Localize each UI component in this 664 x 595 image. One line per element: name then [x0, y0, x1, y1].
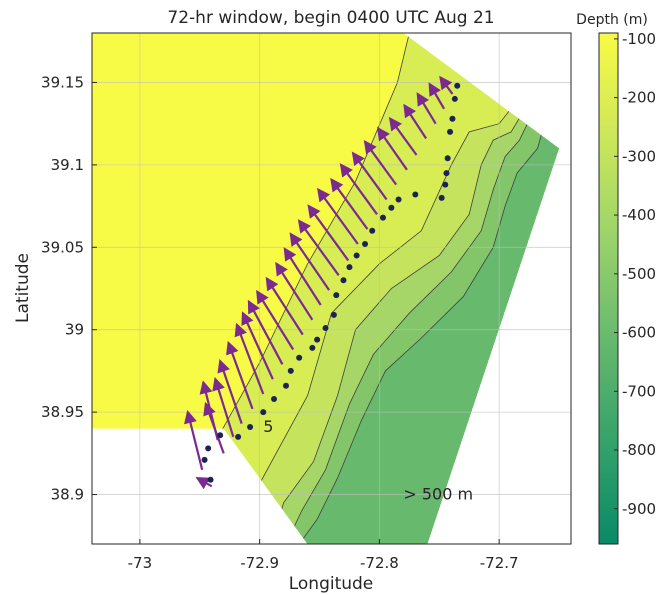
y-tick-label: 39.1 — [51, 156, 84, 174]
mooring-points — [201, 82, 461, 483]
colorbar-tick-label: -400 — [622, 206, 656, 224]
grid-lines — [92, 33, 571, 544]
mooring-point — [454, 82, 461, 89]
current-vector — [317, 187, 359, 245]
mooring-point — [442, 181, 449, 188]
current-vector — [363, 140, 398, 186]
current-vector — [184, 409, 204, 471]
mooring-point — [379, 214, 386, 221]
mooring-point — [362, 240, 369, 247]
mooring-point — [207, 476, 214, 483]
current-vector — [265, 276, 304, 336]
mooring-point — [314, 336, 321, 343]
current-vectors — [184, 75, 454, 490]
y-tick-label: 38.9 — [51, 486, 84, 504]
current-vector — [339, 163, 378, 215]
colorbar: -100 -200 -300 -400 -500 -600 -700 -800 -900 Dep… — [576, 12, 656, 545]
current-vector — [428, 82, 446, 110]
current-vector — [283, 247, 322, 306]
colorbar-tick-label: -600 — [622, 324, 656, 342]
mooring-point — [333, 292, 340, 299]
colorbar-tick-label: -900 — [622, 500, 656, 518]
mooring-point — [412, 191, 419, 198]
mooring-point — [395, 196, 402, 203]
mooring-point — [201, 456, 208, 463]
y-tick-label: 39 — [65, 321, 84, 339]
colorbar-tick-label: -300 — [622, 147, 656, 165]
colorbar-tick-label: -800 — [622, 441, 656, 459]
depth-annotation: > 500 m — [403, 484, 473, 503]
mooring-point — [330, 311, 337, 318]
plot-frame — [91, 32, 572, 545]
mooring-point — [205, 445, 212, 452]
x-tick-label: -72.9 — [240, 554, 279, 572]
current-vector — [403, 103, 428, 140]
current-vector — [275, 261, 314, 321]
x-tick-label: -72.7 — [480, 554, 519, 572]
current-vector — [241, 311, 274, 380]
x-tick-label: -72.8 — [360, 554, 399, 572]
colorbar-gradient — [598, 32, 619, 545]
mooring-point — [282, 382, 289, 389]
current-vector — [247, 299, 284, 365]
mooring-point — [217, 432, 224, 439]
current-vector — [234, 322, 265, 395]
mooring-point — [322, 325, 329, 332]
current-vector — [212, 377, 235, 438]
current-vector — [203, 401, 225, 454]
current-vector — [416, 92, 437, 125]
colorbar-label: Depth (m) — [576, 12, 648, 28]
current-vector — [226, 340, 254, 410]
mooring-point — [271, 395, 278, 402]
current-vector — [256, 289, 295, 351]
colorbar-tick-label: -200 — [622, 89, 656, 107]
mooring-point — [235, 433, 242, 440]
current-vector — [217, 358, 243, 425]
plot-area — [92, 33, 571, 544]
y-axis-label: Latitude — [13, 253, 33, 323]
x-axis-label: Longitude — [289, 574, 374, 594]
current-vector — [297, 219, 340, 276]
mooring-point — [438, 194, 445, 201]
mooring-point — [449, 115, 456, 122]
current-vector — [330, 177, 369, 230]
colorbar-tick-label: -700 — [622, 382, 656, 400]
mooring-point — [260, 409, 267, 416]
chart-title: 72-hr window, begin 0400 UTC Aug 21 — [167, 8, 494, 28]
mooring-point — [353, 252, 360, 259]
colorbar-tick-label: -500 — [622, 265, 656, 283]
colorbar-ticks: -100 -200 -300 -400 -500 -600 -700 -800 -900 — [614, 30, 656, 518]
mooring-point — [444, 155, 451, 162]
vector-scale-label: 5 — [263, 417, 273, 436]
mooring-point — [309, 344, 316, 351]
mooring-point — [247, 423, 254, 430]
current-vector — [388, 116, 418, 156]
current-vector — [351, 151, 388, 201]
x-ticks: -73 -72.9 -72.8 -72.7 — [128, 539, 519, 572]
current-vector — [195, 476, 213, 490]
current-vector — [376, 126, 408, 171]
current-vector — [289, 232, 331, 291]
mooring-point — [388, 204, 395, 211]
mooring-point — [443, 170, 450, 177]
mooring-point — [296, 354, 303, 361]
y-tick-label: 38.95 — [41, 403, 84, 421]
y-ticks: 38.9 38.95 39 39.05 39.1 39.15 — [41, 73, 97, 504]
mooring-point — [451, 95, 458, 102]
mooring-point — [447, 128, 454, 135]
mooring-point — [346, 264, 353, 271]
mooring-point — [340, 277, 347, 284]
mooring-point — [369, 227, 376, 234]
x-tick-label: -73 — [128, 554, 153, 572]
current-vector — [307, 204, 350, 262]
y-tick-label: 39.05 — [41, 238, 84, 256]
mooring-point — [287, 367, 294, 374]
colorbar-tick-label: -100 — [622, 30, 656, 48]
current-vector — [439, 75, 454, 95]
y-tick-label: 39.15 — [41, 73, 84, 91]
